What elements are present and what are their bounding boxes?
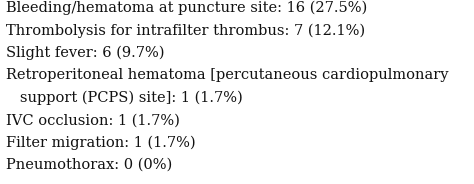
Text: IVC occlusion: 1 (1.7%): IVC occlusion: 1 (1.7%) [6,113,180,127]
Text: Thrombolysis for intrafilter thrombus: 7 (12.1%): Thrombolysis for intrafilter thrombus: 7… [6,23,365,38]
Text: Pneumothorax: 0 (0%): Pneumothorax: 0 (0%) [6,158,172,172]
Text: Slight fever: 6 (9.7%): Slight fever: 6 (9.7%) [6,46,164,60]
Text: Filter migration: 1 (1.7%): Filter migration: 1 (1.7%) [6,136,195,150]
Text: support (PCPS) site]: 1 (1.7%): support (PCPS) site]: 1 (1.7%) [6,91,242,105]
Text: Retroperitoneal hematoma [percutaneous cardiopulmonary: Retroperitoneal hematoma [percutaneous c… [6,68,448,82]
Text: Bleeding/hematoma at puncture site: 16 (27.5%): Bleeding/hematoma at puncture site: 16 (… [6,1,367,15]
